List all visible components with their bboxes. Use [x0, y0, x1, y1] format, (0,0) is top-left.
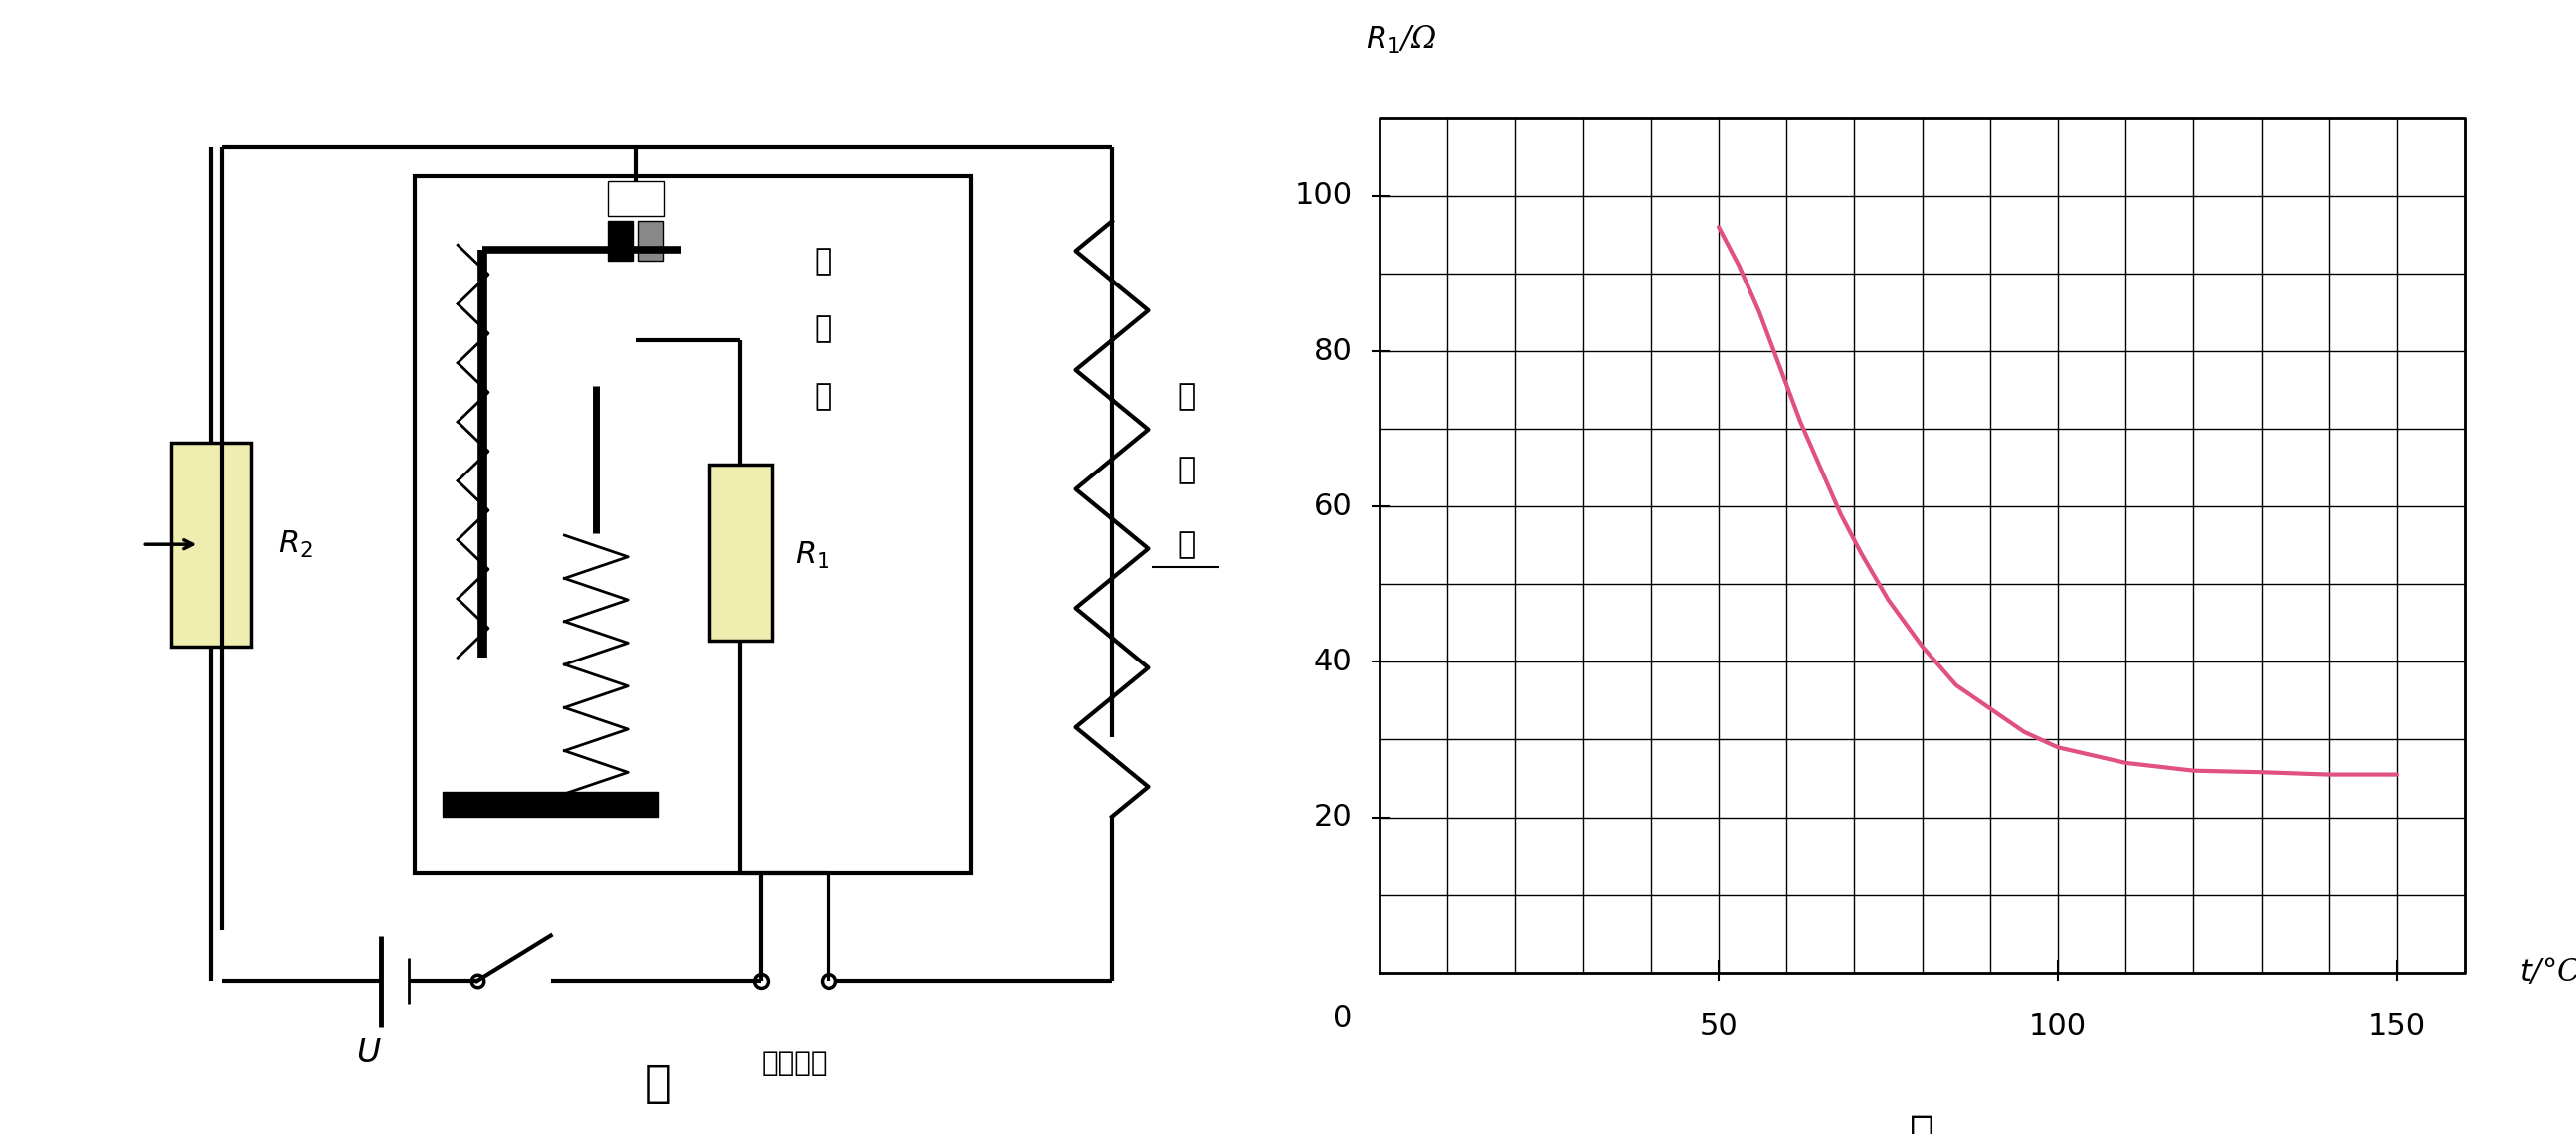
Text: $R_1$: $R_1$: [793, 540, 829, 572]
Text: 50: 50: [1700, 1012, 1739, 1040]
Text: 80: 80: [1314, 337, 1352, 365]
Bar: [415, 176, 971, 873]
Bar: [608, 221, 631, 261]
Text: 交流电源: 交流电源: [762, 1049, 827, 1077]
Text: 温: 温: [814, 314, 832, 344]
Text: 100: 100: [1296, 181, 1352, 210]
Bar: [170, 442, 250, 646]
Text: 20: 20: [1314, 803, 1352, 831]
Bar: [639, 221, 662, 261]
Text: 60: 60: [1314, 492, 1352, 521]
Text: 箱: 箱: [814, 382, 832, 412]
Bar: [608, 181, 665, 215]
Text: $R_2$: $R_2$: [278, 528, 314, 560]
Text: $U$: $U$: [355, 1038, 381, 1069]
Text: 恒: 恒: [814, 246, 832, 276]
Text: 0: 0: [1334, 1004, 1352, 1032]
Text: 电: 电: [1177, 382, 1195, 412]
Bar: [443, 792, 659, 816]
Text: 40: 40: [1314, 648, 1352, 676]
Text: 100: 100: [2030, 1012, 2087, 1040]
Text: $t$/°C: $t$/°C: [2519, 957, 2576, 988]
Text: 热: 热: [1177, 456, 1195, 485]
Text: 甲: 甲: [644, 1063, 672, 1106]
Text: 乙: 乙: [1909, 1112, 1935, 1134]
Text: 150: 150: [2367, 1012, 2427, 1040]
Bar: [708, 465, 773, 641]
Text: $R_1$/Ω: $R_1$/Ω: [1365, 24, 1437, 56]
Text: 丝: 丝: [1177, 530, 1195, 559]
